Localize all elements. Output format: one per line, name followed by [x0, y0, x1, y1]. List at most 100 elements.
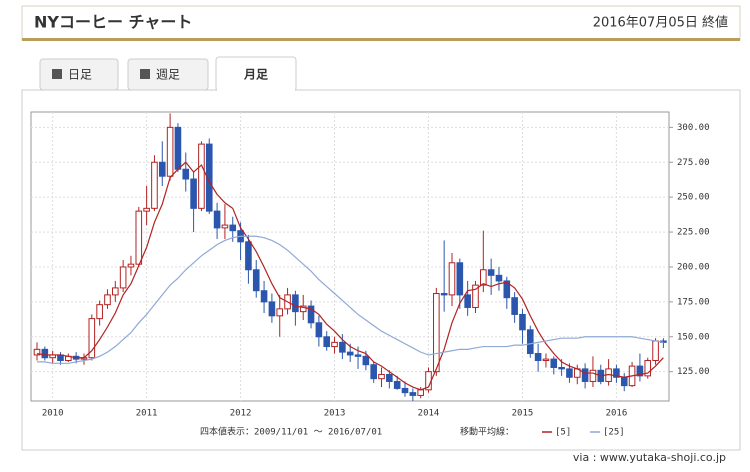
candle-body [190, 178, 197, 209]
candle-body [346, 351, 354, 356]
candle-body [511, 297, 518, 315]
x-tick-label: 2010 [42, 409, 64, 419]
candle-body [566, 368, 573, 378]
candle-body [433, 292, 440, 373]
candle-body [456, 262, 464, 296]
y-tick-label: 125.00 [677, 367, 710, 377]
tab[interactable]: 日足 [39, 58, 119, 91]
candle-body [644, 360, 652, 377]
legend-label: [25] [603, 428, 625, 438]
y-tick-label: 150.00 [677, 332, 710, 342]
tab-label[interactable]: 月足 [243, 68, 268, 82]
candle-body [409, 392, 417, 396]
candle-body [331, 341, 338, 348]
candle-body [292, 294, 299, 313]
x-tick-label: 2012 [230, 409, 252, 419]
tab[interactable]: 週足 [127, 58, 209, 91]
candle-body [104, 294, 111, 306]
y-tick-label: 200.00 [677, 262, 710, 272]
candle-body [401, 387, 409, 394]
candle-body [221, 224, 229, 229]
candle-body [245, 241, 252, 271]
candle-body [581, 368, 589, 382]
candle-body [33, 348, 41, 356]
moving-average [37, 235, 664, 364]
candle-body [480, 269, 487, 286]
tab[interactable]: 月足 [215, 56, 297, 92]
x-tick-label: 2014 [418, 409, 440, 419]
candle-body [96, 304, 103, 320]
candle-body [550, 358, 558, 368]
candle-body [589, 369, 597, 382]
candle-body [558, 366, 565, 370]
candle-body [526, 329, 534, 355]
candle-body [229, 224, 237, 232]
moving-average [36, 161, 664, 391]
candle-body [307, 305, 315, 324]
candle-body [88, 318, 96, 359]
legend-label: [5] [555, 428, 571, 438]
x-tick-label: 2011 [136, 409, 158, 419]
x-tick-label: 2016 [606, 409, 628, 419]
candle-body [127, 263, 135, 268]
candle-body [417, 389, 424, 396]
candle-body [339, 341, 346, 353]
candle-body [378, 373, 385, 380]
candle-body [354, 354, 362, 357]
candle-body [534, 353, 542, 362]
candle-body [315, 322, 323, 338]
tab-box[interactable] [127, 58, 209, 91]
candle-body [112, 287, 119, 296]
candle-body [158, 161, 166, 177]
candle-body [440, 292, 448, 296]
candle-body [636, 365, 644, 377]
tab-icon [52, 69, 62, 79]
candle-body [362, 355, 370, 366]
y-tick-label: 175.00 [677, 297, 710, 307]
candle-body [299, 305, 307, 313]
candle-body [323, 336, 331, 348]
candle-body [252, 269, 260, 292]
candle-body [487, 269, 495, 276]
candle-body [268, 301, 276, 317]
candle-body [205, 143, 213, 212]
header-box [21, 5, 741, 41]
date-label: 2016年07月05日 終値 [593, 15, 728, 31]
candle-body [260, 290, 268, 303]
candle-body [151, 161, 158, 209]
candle-body [472, 284, 479, 308]
candle-body [652, 340, 659, 362]
candle-body [542, 358, 550, 362]
candle-body [276, 308, 284, 317]
candle-body [166, 126, 174, 177]
y-tick-label: 225.00 [677, 228, 710, 238]
x-tick-label: 2015 [512, 409, 534, 419]
tab-label[interactable]: 週足 [156, 68, 180, 82]
x-tick-label: 2013 [324, 409, 346, 419]
tab-join [217, 89, 295, 92]
candle-body [464, 294, 471, 308]
candle-body [174, 126, 182, 170]
candle-body [41, 348, 49, 359]
candle-body [620, 376, 628, 387]
header-rule [22, 38, 740, 41]
candle-body [182, 168, 190, 180]
range-label: 四本値表示：2009/11/01 〜 2016/07/01 [200, 426, 382, 438]
candle-body [135, 210, 143, 265]
y-tick-label: 250.00 [677, 193, 710, 203]
candle-body [386, 373, 393, 382]
candle-body [503, 280, 511, 299]
y-tick-label: 300.00 [677, 123, 710, 133]
candle-body [370, 364, 377, 380]
candle-body [119, 266, 127, 289]
tab-label[interactable]: 日足 [68, 68, 92, 82]
y-tick-label: 275.00 [677, 158, 710, 168]
candle-body [143, 207, 150, 212]
candle-body [495, 274, 503, 282]
tab-box[interactable] [39, 58, 119, 91]
ma-label: 移動平均線： [460, 426, 514, 438]
source: via : www.yutaka-shoji.co.jp [573, 451, 726, 464]
page-title: NYコーヒー チャート [34, 13, 192, 32]
